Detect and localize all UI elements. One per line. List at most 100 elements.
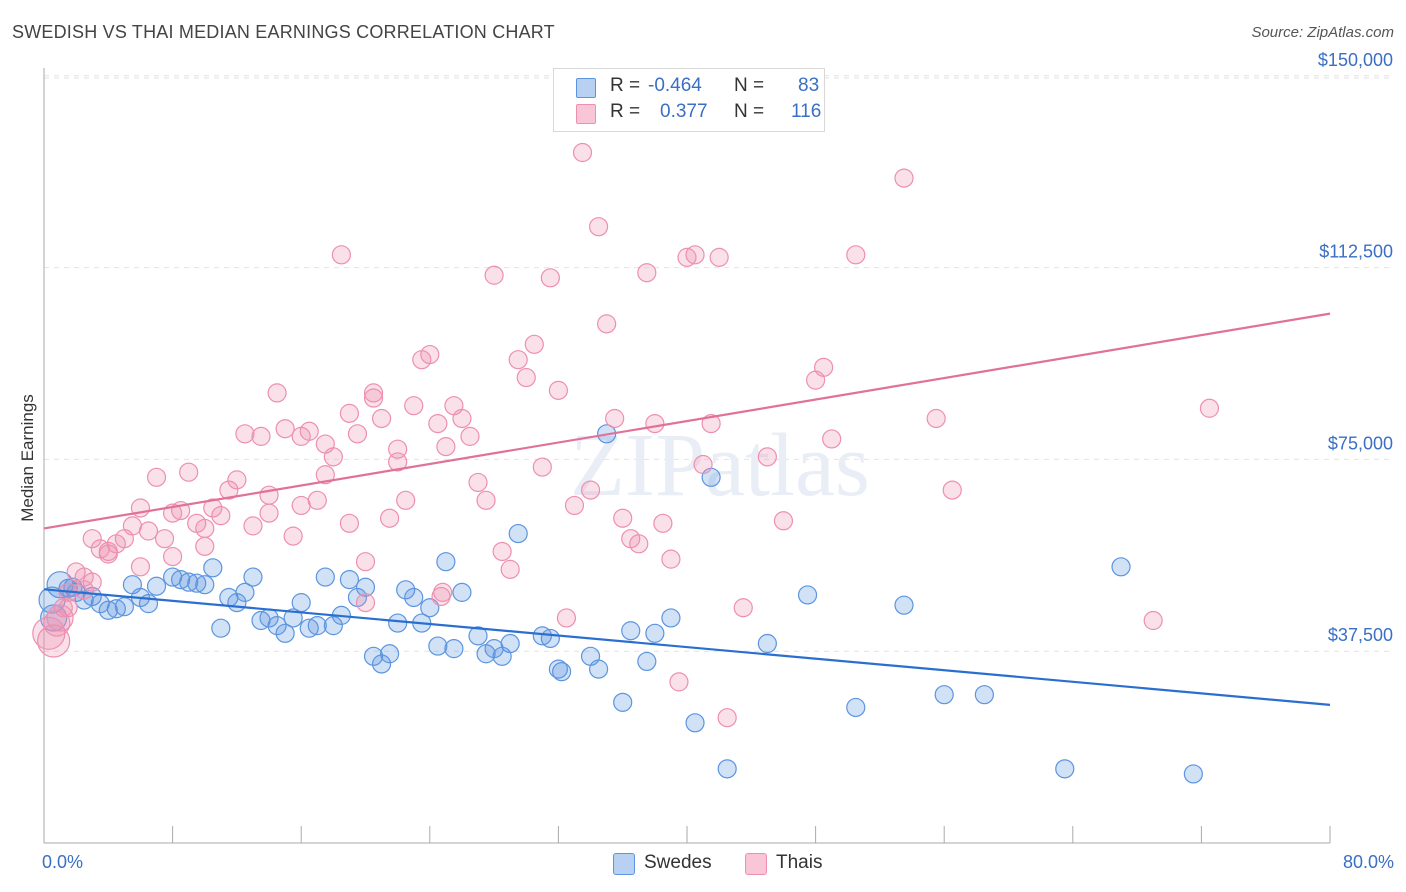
point-thais: [588, 217, 609, 237]
point-swedes: [179, 572, 199, 592]
point-swedes: [291, 593, 311, 613]
point-thais: [82, 529, 102, 549]
y-tick-label: $37,500: [1328, 625, 1393, 645]
point-swedes: [500, 633, 520, 654]
point-thais: [613, 508, 633, 528]
point-swedes: [307, 616, 327, 636]
point-thais: [580, 480, 601, 500]
point-swedes: [243, 567, 263, 587]
point-thais: [436, 437, 456, 457]
bottom-legend-swatch-thais: [745, 853, 767, 875]
point-thais: [709, 247, 729, 267]
point-swedes: [685, 713, 705, 733]
point-thais: [428, 413, 448, 434]
point-thais: [43, 609, 71, 637]
series-swedes: [38, 424, 1203, 784]
point-thais: [701, 413, 721, 434]
series-thais: [32, 142, 1220, 728]
point-swedes: [1111, 557, 1131, 577]
point-thais: [431, 586, 451, 607]
point-thais: [757, 447, 777, 467]
point-thais: [154, 529, 175, 549]
point-thais: [283, 526, 303, 546]
point-thais: [363, 383, 384, 403]
point-thais: [211, 506, 231, 526]
point-thais: [275, 419, 295, 439]
point-thais: [476, 490, 496, 510]
point-thais: [163, 546, 183, 567]
point-swedes: [195, 575, 215, 595]
point-thais: [814, 357, 834, 377]
point-thais: [179, 462, 199, 482]
point-thais: [516, 367, 536, 388]
point-swedes: [974, 685, 994, 705]
point-swedes: [315, 567, 335, 587]
point-thais: [548, 380, 569, 400]
legend-n-label: N =: [734, 75, 765, 96]
point-thais: [380, 508, 400, 528]
point-swedes: [1183, 764, 1203, 784]
point-swedes: [637, 651, 657, 672]
point-thais: [484, 265, 504, 285]
point-thais: [347, 424, 368, 444]
point-thais: [339, 513, 360, 533]
point-swedes: [645, 623, 665, 643]
point-swedes: [187, 573, 207, 593]
point-swedes: [894, 595, 914, 615]
point-thais: [355, 552, 376, 572]
point-thais: [645, 413, 665, 434]
point-thais: [846, 245, 866, 265]
point-thais: [669, 672, 689, 692]
point-swedes: [540, 628, 560, 649]
point-swedes: [211, 618, 231, 638]
point-thais: [243, 516, 263, 536]
point-thais: [452, 408, 472, 429]
point-thais: [98, 541, 118, 562]
point-thais: [773, 511, 794, 531]
point-swedes: [267, 616, 287, 636]
point-thais: [685, 245, 705, 265]
point-thais: [468, 472, 488, 493]
point-thais: [396, 490, 416, 510]
point-swedes: [38, 586, 66, 614]
point-thais: [1143, 610, 1163, 631]
point-thais: [307, 490, 327, 510]
point-swedes: [404, 587, 424, 608]
point-thais: [629, 534, 649, 554]
point-thais: [661, 549, 681, 569]
legend-r-label: R =: [610, 75, 641, 96]
point-thais: [331, 245, 351, 265]
point-thais: [227, 470, 247, 490]
point-thais: [420, 344, 440, 365]
point-thais: [926, 408, 946, 429]
point-thais: [323, 447, 343, 467]
point-thais: [37, 624, 71, 658]
point-swedes: [846, 697, 866, 718]
point-thais: [53, 598, 73, 618]
point-swedes: [235, 582, 255, 602]
point-thais: [822, 429, 842, 449]
point-swedes: [717, 759, 737, 779]
point-swedes: [436, 552, 456, 572]
point-swedes: [444, 639, 464, 659]
point-swedes: [508, 523, 528, 544]
point-thais: [508, 350, 528, 370]
trend-line-thais: [43, 312, 1331, 530]
point-swedes: [283, 608, 303, 628]
point-thais: [524, 334, 544, 354]
point-thais: [195, 518, 215, 539]
correlation-legend: R = -0.464 N = 83 R = 0.377 N = 116: [553, 68, 825, 132]
legend-n-value: 116: [791, 101, 822, 122]
point-swedes: [380, 644, 400, 664]
point-thais: [556, 608, 577, 628]
legend-r-value: 0.377: [660, 101, 708, 122]
point-thais: [605, 408, 625, 429]
trend-lines: [43, 312, 1331, 707]
point-thais: [315, 465, 335, 485]
point-swedes: [757, 633, 777, 654]
point-swedes: [797, 585, 818, 605]
bottom-legend-swatch-swedes: [613, 853, 635, 875]
point-thais: [259, 503, 279, 523]
legend-n-value: 83: [798, 75, 820, 96]
